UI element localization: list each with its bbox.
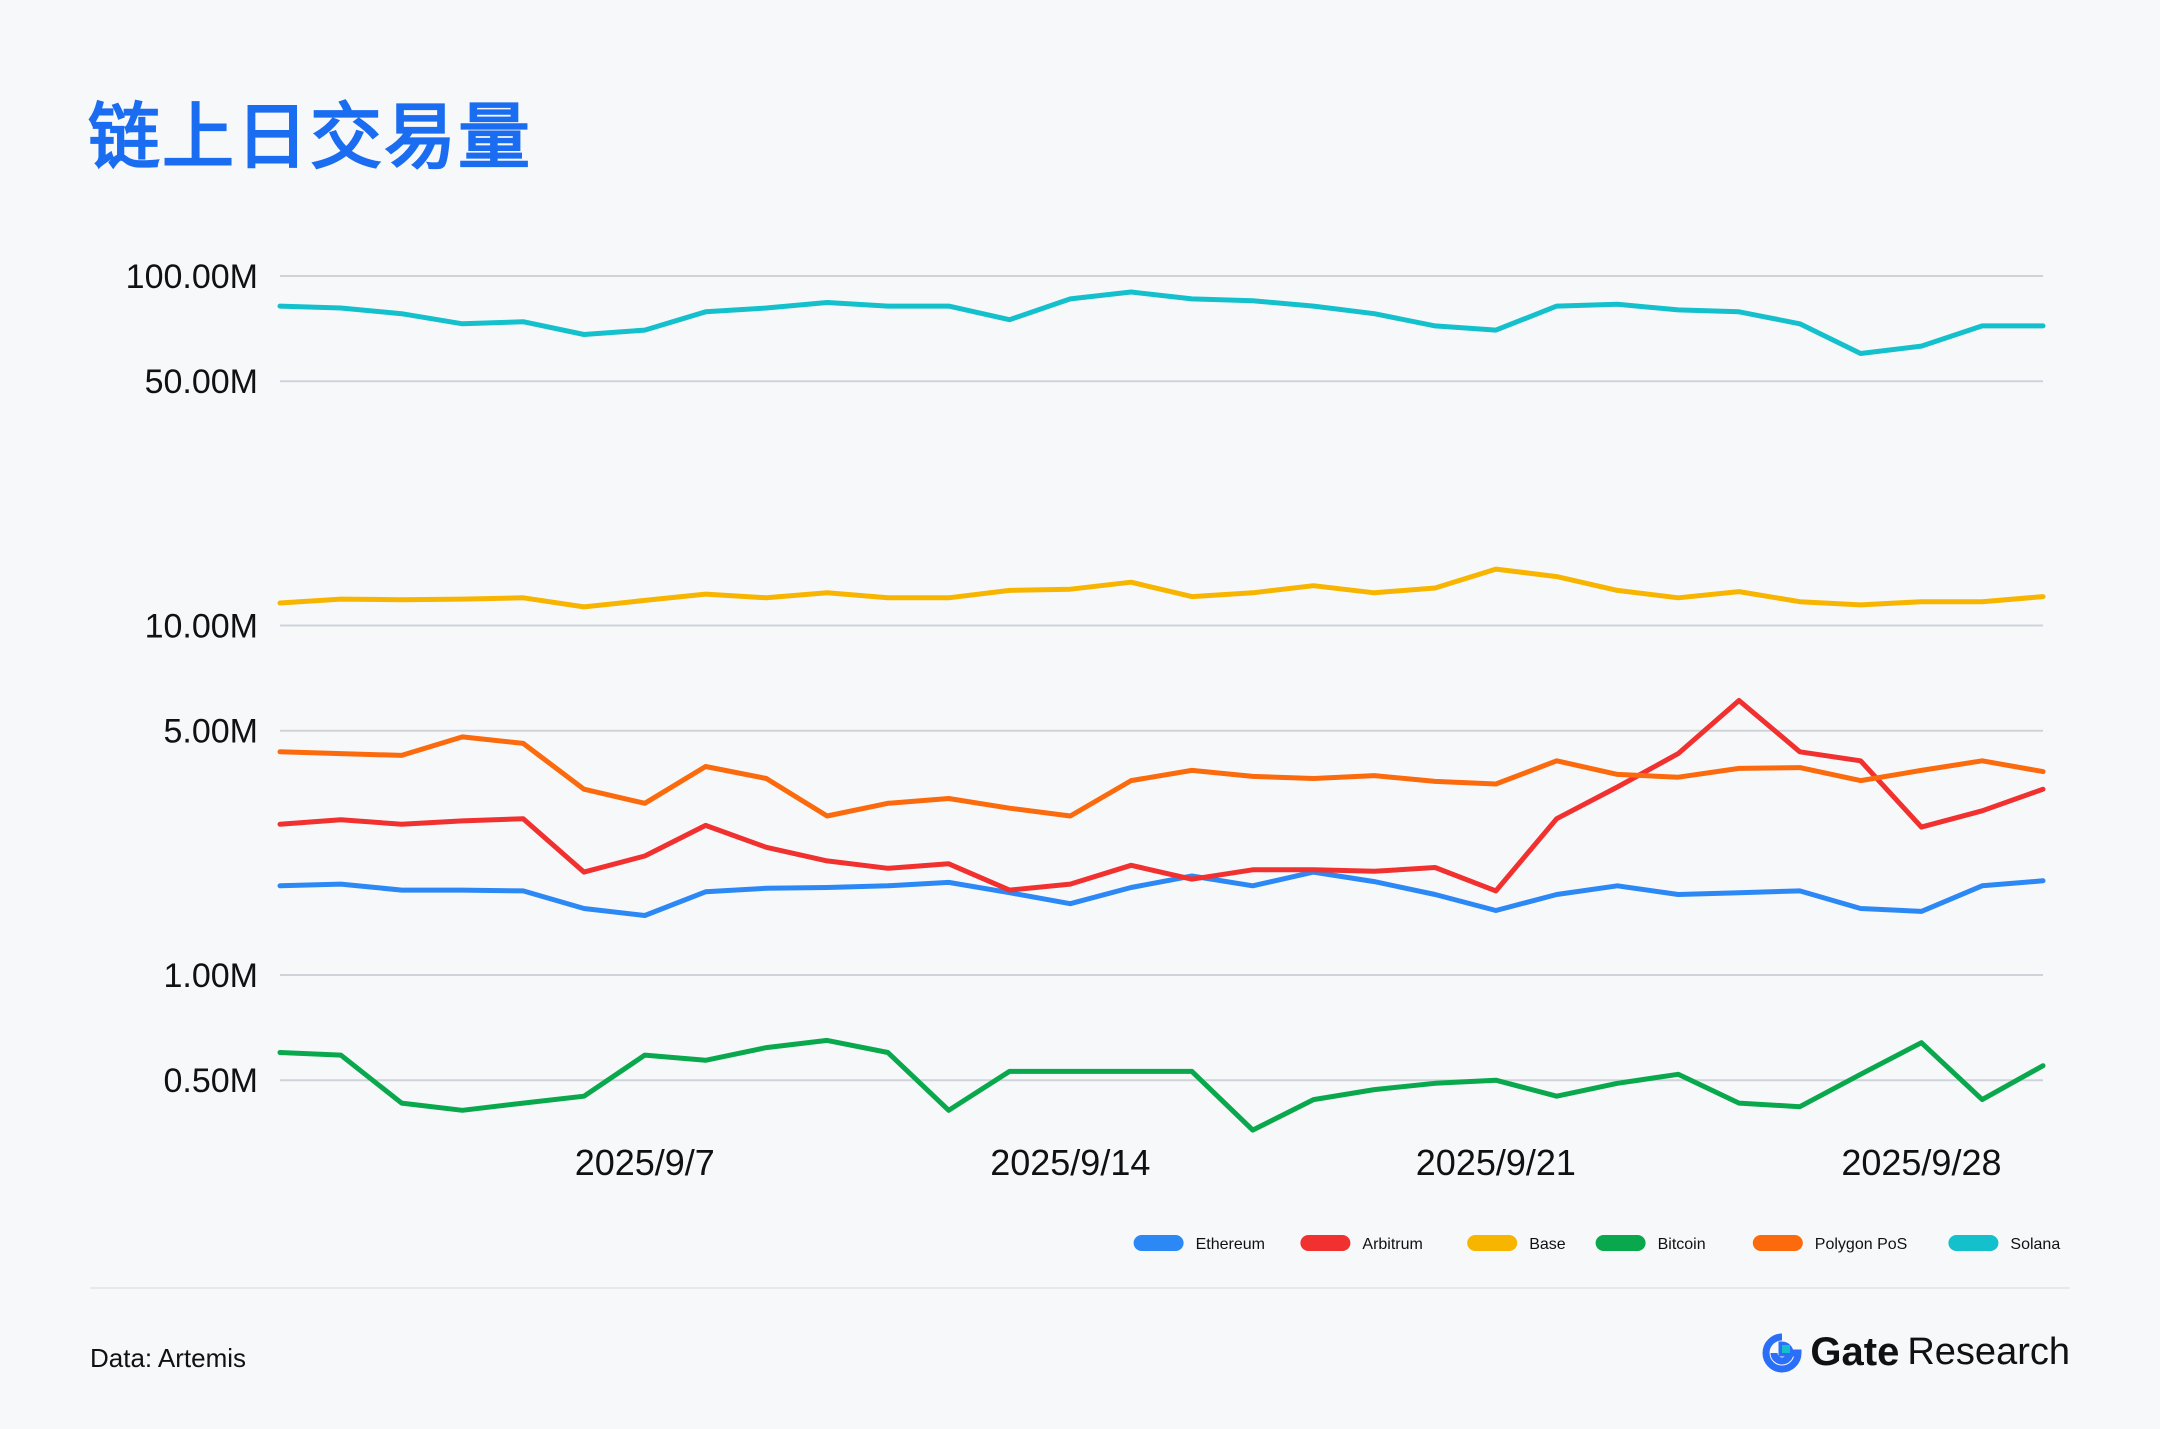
legend-swatch	[1948, 1235, 1999, 1251]
legend-label: Solana	[2010, 1236, 2060, 1253]
x-axis-tick-labels: 2025/9/7 2025/9/14 2025/9/21 2025/9/28	[575, 1142, 2002, 1183]
x-tick-label: 2025/9/7	[575, 1142, 715, 1183]
data-source-label: Data: Artemis	[90, 1343, 247, 1373]
y-tick-label: 5.00M	[164, 713, 259, 751]
x-tick-label: 2025/9/21	[1416, 1142, 1576, 1183]
x-tick-label: 2025/9/14	[990, 1142, 1150, 1183]
chart-title: 链上日交易量	[88, 95, 533, 179]
legend-swatch	[1752, 1235, 1803, 1251]
line-chart: 0.50M 1.00M 5.00M 10.00M 50.00M 100.00M 2025/…	[126, 258, 2061, 1253]
legend-label: Arbitrum	[1362, 1236, 1422, 1253]
legend-label: Bitcoin	[1658, 1236, 1706, 1253]
y-tick-label: 100.00M	[126, 258, 258, 296]
series-line-solana	[277, 289, 2046, 356]
brand-logo: Gate Research	[1762, 1330, 2070, 1375]
y-tick-label: 50.00M	[145, 363, 258, 401]
brand-sub: Research	[1907, 1331, 2070, 1373]
y-axis-tick-labels: 0.50M 1.00M 5.00M 10.00M 50.00M 100.00M	[126, 258, 258, 1100]
series-line-bitcoin	[277, 1037, 2046, 1133]
legend-swatch	[1133, 1235, 1184, 1251]
brand-name: Gate	[1810, 1330, 1900, 1374]
legend-label: Base	[1529, 1236, 1566, 1253]
legend-label: Polygon PoS	[1815, 1236, 1908, 1253]
legend-swatch	[1595, 1235, 1646, 1251]
legend-label: Ethereum	[1196, 1236, 1265, 1253]
series-lines	[277, 289, 2046, 1133]
y-tick-label: 10.00M	[145, 608, 258, 646]
x-tick-label: 2025/9/28	[1841, 1142, 2001, 1183]
gate-logo-icon	[1762, 1333, 1802, 1372]
footer-divider	[90, 1287, 2070, 1289]
legend-swatch	[1300, 1235, 1351, 1251]
legend-swatch	[1467, 1235, 1518, 1251]
series-line-base	[277, 566, 2046, 610]
series-line-polygon-pos	[277, 734, 2046, 819]
y-tick-label: 0.50M	[164, 1062, 259, 1100]
y-tick-label: 1.00M	[164, 957, 259, 995]
series-line-ethereum	[277, 869, 2046, 918]
grid-lines	[280, 275, 2043, 1082]
series-line-arbitrum	[277, 698, 2046, 894]
legend: Solana Polygon PoS Bitcoin Base Arbitrum Ethe…	[1133, 1235, 2060, 1253]
